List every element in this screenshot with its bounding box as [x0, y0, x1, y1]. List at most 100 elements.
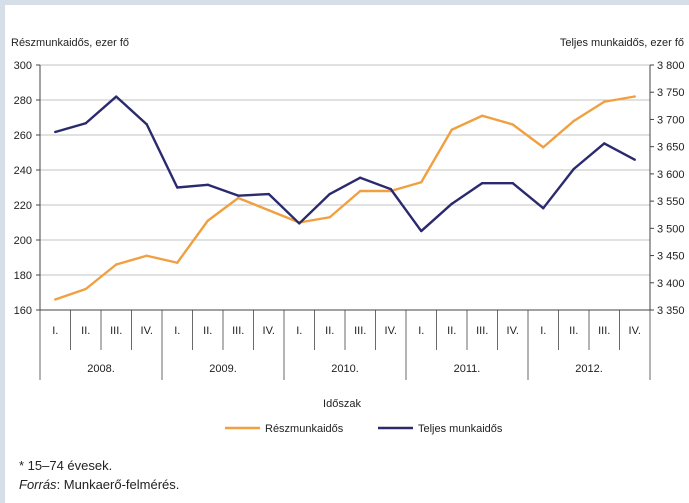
point-reszmunkaidos: [237, 196, 240, 200]
left-axis: 300 280 260 240 220 200 180 160: [14, 60, 41, 317]
point-teljes-munkaidos: [389, 187, 392, 191]
left-axis-title: Részmunkaidős, ezer fő: [11, 37, 129, 49]
right-tick-label: 3 550: [657, 196, 685, 208]
year-label: 2008.: [87, 363, 115, 375]
left-tick-label: 300: [14, 60, 32, 72]
footnote-source-text: : Munkaerő-felmérés.: [56, 477, 180, 492]
chart-panel: Részmunkaidős, ezer fő Teljes munkaidős,…: [5, 5, 689, 503]
point-reszmunkaidos: [633, 95, 636, 98]
right-tick-label: 3 400: [657, 278, 685, 290]
point-teljes-munkaidos: [115, 95, 118, 98]
point-reszmunkaidos: [450, 128, 453, 131]
series-line-teljes-munkaidos: [54, 95, 636, 233]
point-reszmunkaidos: [145, 254, 148, 257]
quarter-label: IV.: [263, 325, 275, 337]
x-axis: I. II. III. IV. I. II. III. IV. I. II. III. IV. I. II…: [39, 309, 651, 380]
footnote-age: * 15–74 évesek.: [19, 458, 113, 473]
point-reszmunkaidos: [328, 216, 331, 219]
point-reszmunkaidos: [54, 298, 57, 301]
point-reszmunkaidos: [603, 100, 606, 103]
point-reszmunkaidos: [176, 261, 179, 264]
point-teljes-munkaidos: [145, 123, 148, 126]
quarter-label: I.: [296, 325, 302, 337]
point-teljes-munkaidos: [298, 222, 301, 225]
quarter-label: II.: [569, 325, 578, 337]
quarter-label: I.: [174, 325, 180, 337]
left-tick-label: 180: [14, 270, 32, 282]
point-reszmunkaidos: [359, 189, 362, 193]
point-reszmunkaidos: [511, 123, 514, 126]
quarter-label: I.: [540, 325, 546, 337]
legend-label-teljes-munkaidos: Teljes munkaidős: [418, 423, 503, 435]
footnote-source-label: Forrás: [19, 477, 57, 492]
point-teljes-munkaidos: [328, 192, 331, 196]
year-label: 2010.: [331, 363, 359, 375]
point-reszmunkaidos: [481, 114, 484, 117]
point-teljes-munkaidos: [54, 130, 57, 134]
point-teljes-munkaidos: [511, 181, 514, 185]
series-lines: [54, 95, 636, 301]
quarter-label: III.: [598, 325, 610, 337]
year-label: 2012.: [575, 363, 603, 375]
point-reszmunkaidos: [206, 219, 209, 222]
quarter-label: IV.: [507, 325, 519, 337]
point-teljes-munkaidos: [84, 122, 87, 125]
point-teljes-munkaidos: [420, 229, 423, 233]
chart-canvas: Részmunkaidős, ezer fő Teljes munkaidős,…: [11, 37, 685, 435]
series-line-reszmunkaidos: [54, 95, 635, 301]
left-tick-label: 240: [14, 165, 32, 177]
point-teljes-munkaidos: [450, 202, 453, 206]
legend-label-reszmunkaidos: Részmunkaidős: [265, 423, 344, 435]
quarter-label: III.: [476, 325, 488, 337]
quarter-label: II.: [325, 325, 334, 337]
point-reszmunkaidos: [420, 181, 423, 184]
quarter-label: III.: [110, 325, 122, 337]
quarter-label: I.: [52, 325, 58, 337]
right-tick-label: 3 650: [657, 142, 685, 154]
point-reszmunkaidos: [572, 119, 575, 123]
point-teljes-munkaidos: [267, 192, 270, 196]
quarter-label: IV.: [629, 325, 641, 337]
right-tick-label: 3 800: [657, 60, 685, 72]
quarter-label: II.: [203, 325, 212, 337]
quarter-label: IV.: [141, 325, 153, 337]
quarter-label: IV.: [385, 325, 397, 337]
year-label: 2009.: [209, 363, 237, 375]
right-tick-label: 3 450: [657, 251, 685, 263]
left-tick-label: 220: [14, 200, 32, 212]
right-axis-title: Teljes munkaidős, ezer fő: [560, 37, 684, 49]
quarter-label: III.: [354, 325, 366, 337]
gridlines: [40, 64, 650, 276]
quarter-label: II.: [447, 325, 456, 337]
legend: Részmunkaidős Teljes munkaidős: [225, 423, 503, 435]
point-reszmunkaidos: [84, 287, 87, 291]
point-reszmunkaidos: [115, 263, 118, 266]
left-tick-label: 280: [14, 95, 32, 107]
point-teljes-munkaidos: [206, 183, 209, 186]
point-reszmunkaidos: [267, 209, 270, 212]
quarter-label: II.: [81, 325, 90, 337]
year-label: 2011.: [454, 363, 481, 375]
right-tick-label: 3 750: [657, 87, 685, 99]
point-teljes-munkaidos: [481, 181, 484, 185]
right-tick-label: 3 500: [657, 223, 685, 235]
right-tick-label: 3 600: [657, 169, 685, 181]
x-axis-title: Időszak: [323, 398, 361, 410]
point-reszmunkaidos: [542, 146, 545, 149]
point-teljes-munkaidos: [359, 176, 362, 179]
point-teljes-munkaidos: [633, 158, 636, 161]
right-tick-label: 3 700: [657, 114, 685, 126]
point-teljes-munkaidos: [603, 142, 606, 145]
footnote-source: Forrás: Munkaerő-felmérés.: [19, 477, 179, 492]
point-teljes-munkaidos: [237, 194, 240, 197]
quarter-label: III.: [232, 325, 244, 337]
right-axis: 3 800 3 750 3 700 3 650 3 600 3 550 3 500 3 450…: [649, 60, 685, 317]
left-tick-label: 160: [14, 305, 32, 317]
left-tick-label: 200: [14, 235, 32, 247]
quarter-label: I.: [418, 325, 424, 337]
point-teljes-munkaidos: [572, 167, 575, 171]
point-teljes-munkaidos: [542, 206, 545, 210]
point-teljes-munkaidos: [176, 186, 179, 189]
right-tick-label: 3 350: [657, 305, 685, 317]
left-tick-label: 260: [14, 130, 32, 142]
